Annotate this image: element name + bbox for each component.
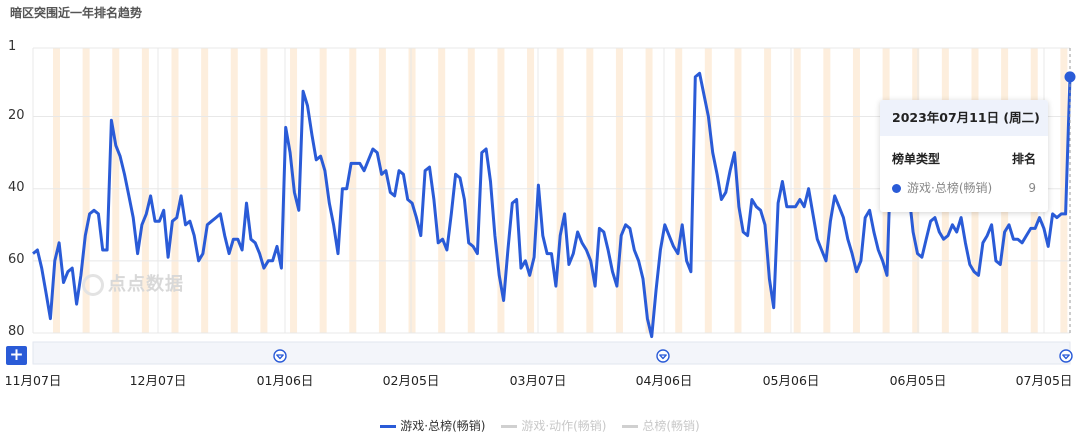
data-tooltip: 2023年07月11日 (周二) 榜单类型 排名 游戏·总榜(畅销) 9 [880,100,1048,212]
y-tick-label: 1 [8,39,17,54]
x-tick-label: 02月05日 [382,373,440,388]
chart-title: 暗区突围近一年排名趋势 [10,6,143,20]
weekend-stripe [112,48,120,333]
legend-swatch [501,425,518,428]
weekend-stripe [319,48,327,333]
watermark: 点点数据 [82,270,184,296]
weekend-stripe [527,48,535,333]
tooltip-date: 2023年07月11日 (周二) [880,100,1048,136]
weekend-stripe [823,48,831,333]
legend-item-action-grossing[interactable]: 游戏·动作(畅销) [501,417,607,434]
weekend-stripe [378,48,386,333]
tooltip-row-name: 游戏·总榜(畅销) [907,181,993,195]
x-tick-label: 06月05日 [889,373,947,388]
x-tick-label: 11月07日 [4,373,62,388]
x-tick-label: 04月06日 [635,373,693,388]
weekend-stripe [201,48,209,333]
weekend-stripe [141,48,149,333]
tooltip-col-rank: 排名 [1011,152,1036,166]
weekend-stripe [704,48,712,333]
x-tick-label: 05月06日 [762,373,820,388]
zoom-in-button[interactable]: + [6,346,27,365]
weekend-stripe [82,48,90,333]
weekend-stripe [556,48,564,333]
weekend-stripe [260,48,268,333]
weekend-stripe [793,48,801,333]
y-tick-label: 20 [8,107,25,123]
highlight-point [1064,71,1076,83]
weekend-stripe [467,48,475,333]
y-tick-label: 60 [8,251,25,267]
weekend-stripe [586,48,594,333]
legend-swatch [380,425,397,428]
legend: 游戏·总榜(畅销) 游戏·动作(畅销) 总榜(畅销) [0,417,1080,434]
weekend-stripe [171,48,179,333]
weekend-stripe [408,48,416,333]
weekend-stripe [1060,48,1068,333]
watermark-logo-icon [82,274,104,296]
weekend-stripe [764,48,772,333]
weekend-stripe [230,48,238,333]
y-tick-label: 40 [8,179,25,195]
event-marker-icon[interactable] [1059,348,1073,363]
x-tick-label: 03月07日 [509,373,567,388]
event-marker-icon[interactable] [273,348,287,363]
weekend-stripe [615,48,623,333]
timeline-slider [32,341,1071,365]
weekend-stripe [497,48,505,333]
event-marker-icon[interactable] [656,348,670,363]
y-tick-label: 80 [8,324,25,339]
tooltip-row-value: 9 [1028,180,1036,195]
x-tick-label: 01月06日 [256,373,314,388]
weekend-stripe [645,48,653,333]
legend-swatch [622,425,639,428]
legend-item-total-grossing[interactable]: 游戏·总榜(畅销) [380,417,485,434]
weekend-stripe [675,48,683,333]
x-tick-label: 12月07日 [129,373,187,388]
weekend-stripe [852,48,860,333]
weekend-stripe [53,48,60,333]
weekend-stripe [438,48,446,333]
tooltip-col-type: 榜单类型 [892,152,941,166]
series-dot-icon [892,184,901,193]
x-tick-label: 07月05日 [1015,373,1073,388]
legend-item-overall-grossing[interactable]: 总榜(畅销) [622,417,700,434]
weekend-stripe [349,48,357,333]
